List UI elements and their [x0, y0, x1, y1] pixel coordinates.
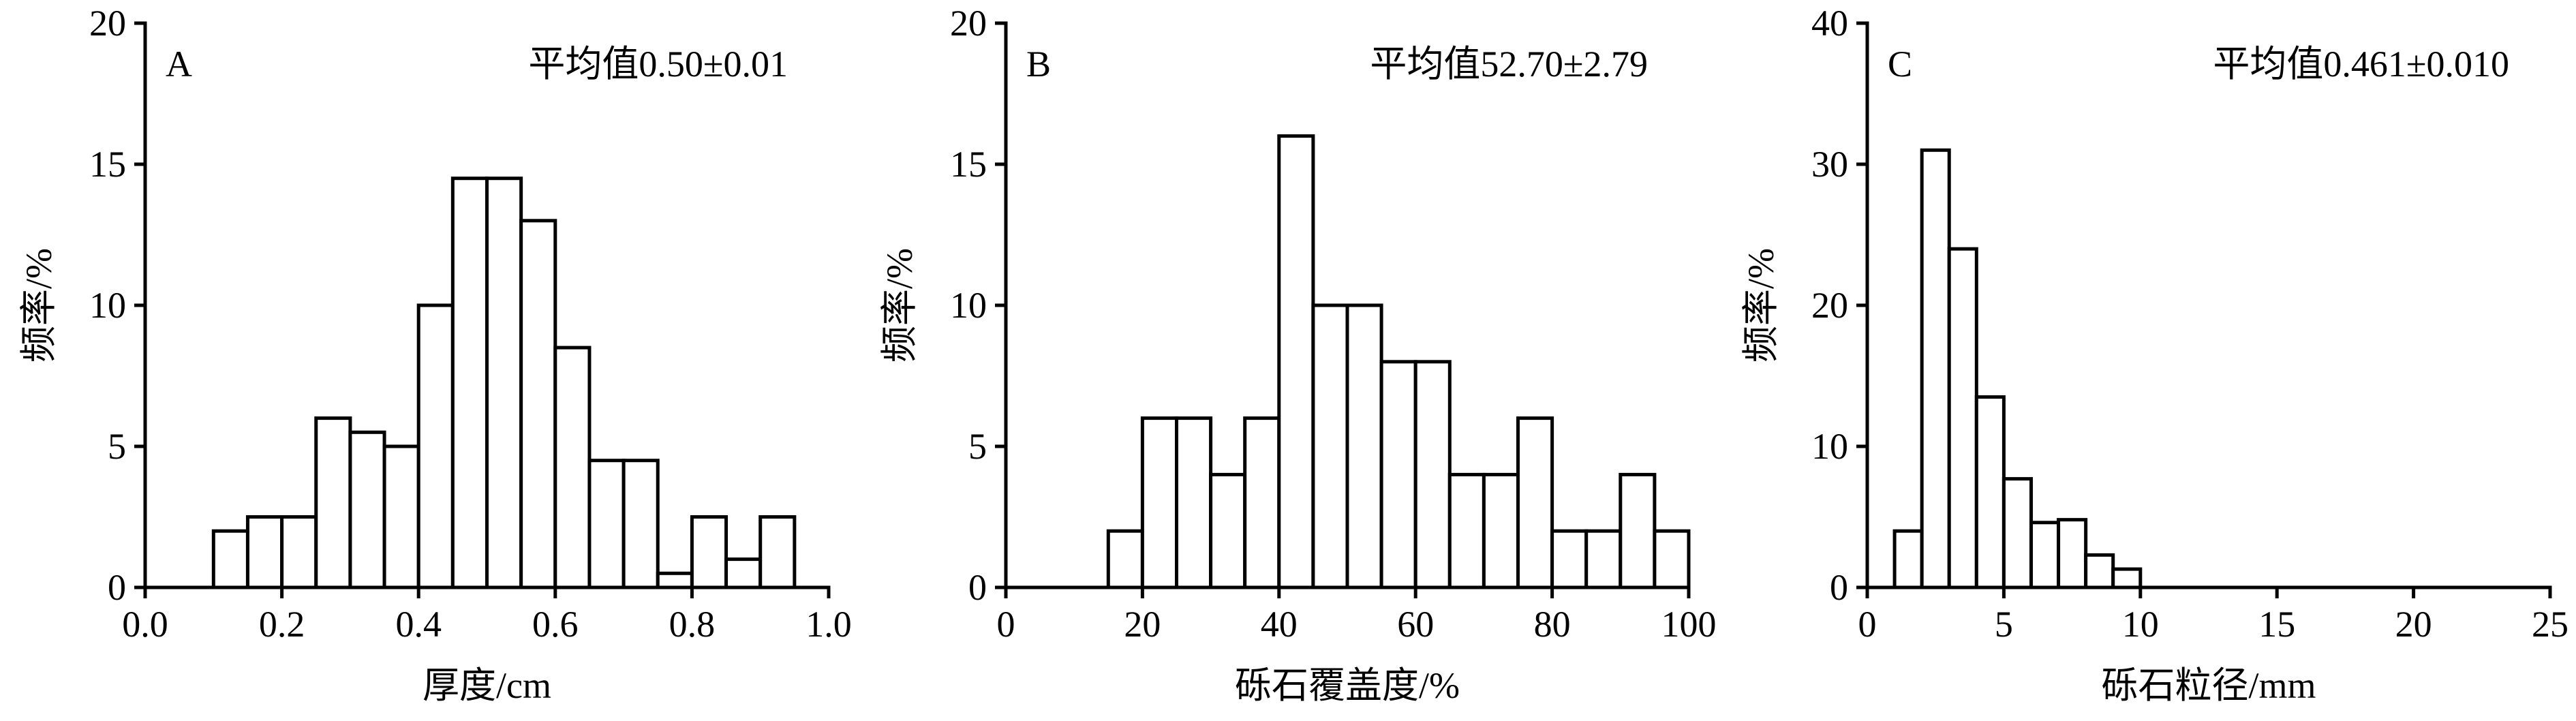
x-tick-label: 0.8 — [669, 604, 716, 645]
y-tick-label: 20 — [1811, 285, 1848, 326]
x-tick-label: 0.2 — [259, 604, 305, 645]
histogram-bar — [1947, 247, 1978, 589]
histogram-bar — [211, 529, 249, 589]
histogram-bar — [314, 416, 352, 589]
y-tick-label: 10 — [89, 285, 126, 326]
histogram-bar — [1550, 529, 1589, 589]
histogram-bar — [1447, 472, 1486, 589]
histogram-bar — [245, 515, 284, 589]
x-tick-label: 1.0 — [806, 604, 852, 645]
histogram-bar — [519, 219, 557, 589]
histogram-bar — [2002, 477, 2033, 589]
x-axis-label: 砾石覆盖度/% — [1235, 665, 1460, 706]
x-tick-label: 25 — [2532, 604, 2569, 645]
histogram-bar — [656, 571, 694, 589]
y-tick-label: 0 — [108, 567, 126, 608]
histogram-bar — [1619, 472, 1657, 589]
x-tick-label: 100 — [1661, 604, 1717, 645]
chart-panel-b: 0 20 40 60 80 100 0 5 10 15 20 B 平均值52.70±2.79 砾石覆盖度/… — [879, 3, 1717, 706]
histogram-bar — [1175, 416, 1213, 589]
x-tick-label: 0.0 — [122, 604, 168, 645]
x-tick-label: 0 — [997, 604, 1015, 645]
y-tick-label: 30 — [1811, 144, 1848, 185]
y-tick-label: 10 — [950, 285, 987, 326]
mean-annotation: 平均值52.70±2.79 — [1370, 44, 1648, 85]
y-tick-label: 0 — [968, 567, 987, 608]
histogram-bar — [1106, 529, 1144, 589]
histogram-bar — [1379, 360, 1417, 589]
y-axis-label: 频率/% — [879, 248, 920, 363]
y-tick-label: 20 — [950, 3, 987, 44]
histogram-bar — [1345, 303, 1383, 589]
histogram-bar — [485, 177, 523, 589]
x-tick-label: 40 — [1261, 604, 1298, 645]
mean-annotation: 平均值0.461±0.010 — [2213, 44, 2509, 85]
chart-panel-c: 0 5 10 15 20 25 0 10 20 30 40 C 平均值0.461±0.010 砾石粒径/m… — [1741, 3, 2569, 706]
y-tick-label: 5 — [108, 426, 126, 467]
histogram-bar — [1892, 529, 1924, 589]
x-tick-label: 15 — [2258, 604, 2295, 645]
chart-panel-a: 0.0 0.2 0.4 0.6 0.8 1.0 0 5 10 15 20 A 平均值0.50±0.01 厚… — [18, 3, 852, 706]
histogram-bar — [416, 303, 455, 589]
x-tick-label: 80 — [1534, 604, 1571, 645]
histogram-bar — [280, 515, 318, 589]
y-axis-label: 频率/% — [1741, 248, 1781, 363]
x-tick-label: 20 — [2395, 604, 2432, 645]
y-tick-label: 15 — [950, 144, 987, 185]
histogram-bar — [1209, 472, 1247, 589]
panel-label: B — [1026, 44, 1051, 85]
y-tick-label: 0 — [1830, 567, 1848, 608]
histogram-bar — [1311, 303, 1349, 589]
panel-label: C — [1888, 44, 1912, 85]
x-tick-label: 10 — [2122, 604, 2159, 645]
histogram-bar — [724, 557, 763, 589]
histogram-bar — [450, 177, 489, 589]
y-tick-label: 5 — [968, 426, 987, 467]
histogram-bar — [1482, 472, 1520, 589]
y-tick-label: 20 — [89, 3, 126, 44]
histogram-bar — [1140, 416, 1179, 589]
y-tick-label: 15 — [89, 144, 126, 185]
histogram-bar — [1653, 529, 1691, 589]
histogram-bar — [1974, 395, 2006, 589]
x-tick-label: 20 — [1124, 604, 1161, 645]
histogram-bar — [553, 346, 592, 589]
x-axis-label: 厚度/cm — [423, 665, 551, 706]
histogram-bar — [1277, 134, 1315, 589]
histogram-bar — [587, 459, 626, 589]
x-tick-label: 0.4 — [395, 604, 442, 645]
histogram-bar — [2111, 567, 2143, 589]
histogram-bar — [2084, 553, 2115, 589]
histogram-bar — [1584, 529, 1623, 589]
histogram-bar — [348, 430, 386, 589]
histogram-bar — [758, 515, 797, 589]
histogram-bar — [2029, 521, 2061, 589]
histogram-bar — [2057, 518, 2088, 589]
panel-label: A — [166, 44, 192, 85]
histogram-bar — [690, 515, 729, 589]
histogram-bar — [622, 459, 660, 589]
x-tick-label: 60 — [1397, 604, 1434, 645]
mean-annotation: 平均值0.50±0.01 — [528, 44, 788, 85]
x-tick-label: 5 — [1995, 604, 2013, 645]
histogram-bar — [1920, 148, 1951, 589]
histogram-bar — [1516, 416, 1554, 589]
y-tick-label: 10 — [1811, 426, 1848, 467]
y-tick-label: 40 — [1811, 3, 1848, 44]
x-tick-label: 0.6 — [532, 604, 579, 645]
x-tick-label: 0 — [1858, 604, 1877, 645]
histogram-bar — [1243, 416, 1281, 589]
histogram-bar — [1413, 360, 1452, 589]
x-axis-label: 砾石粒径/mm — [2101, 665, 2316, 706]
y-axis-label: 频率/% — [18, 248, 59, 363]
histogram-bar — [382, 444, 420, 589]
